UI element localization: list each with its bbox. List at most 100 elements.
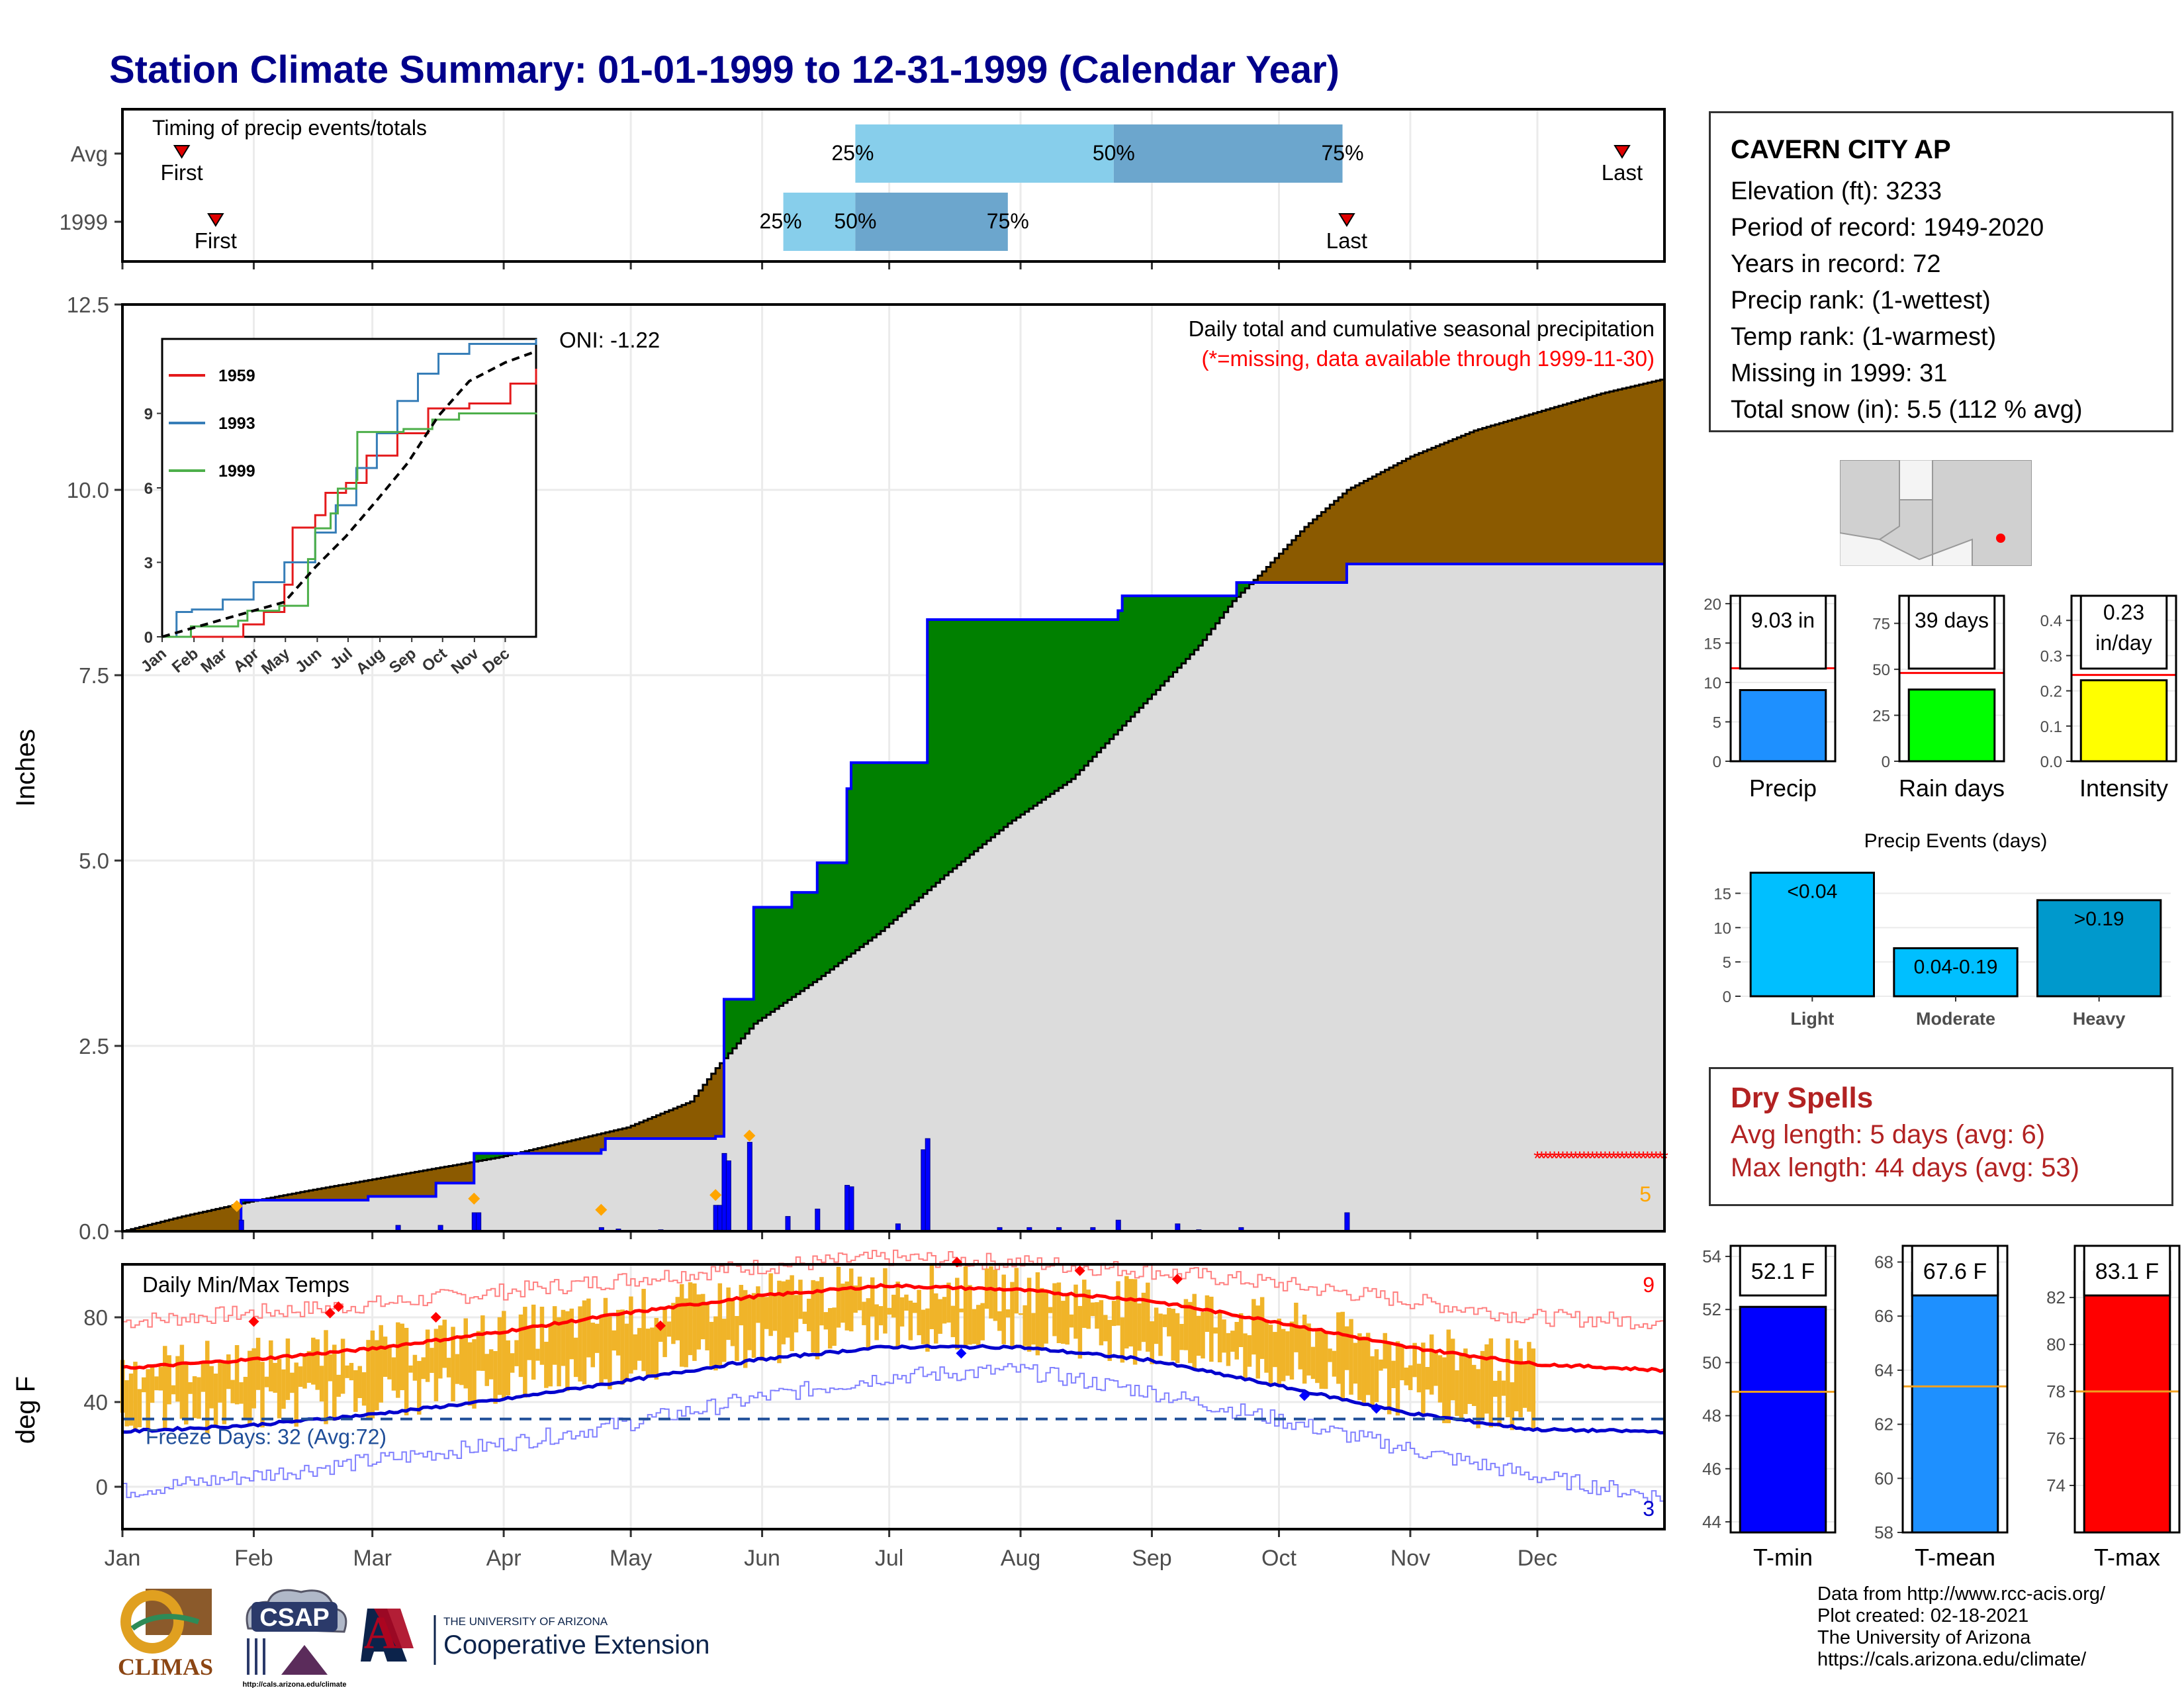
daily-temp-bar bbox=[1437, 1355, 1443, 1403]
daily-temp-bar bbox=[870, 1277, 875, 1317]
summary-panel-name: Rain days bbox=[1899, 774, 2005, 802]
x-tick-label: Feb bbox=[234, 1546, 273, 1571]
daily-temp-bar bbox=[285, 1338, 291, 1400]
daily-temp-bar bbox=[586, 1298, 591, 1358]
daily-temp-bar bbox=[1226, 1333, 1231, 1366]
missing-marker: * bbox=[1597, 1148, 1605, 1170]
daily-temp-bar bbox=[379, 1325, 383, 1403]
daily-temp-bar bbox=[726, 1287, 731, 1340]
credits: Data from http://www.rcc-acis.org/ Plot … bbox=[1817, 1583, 2105, 1671]
y-tick-label: 10 bbox=[1713, 919, 1731, 937]
daily-temp-bar bbox=[972, 1309, 977, 1344]
y-tick-label: 0.1 bbox=[2040, 718, 2062, 736]
summary-panel-name: T-min bbox=[1753, 1544, 1813, 1571]
y-tick-label: 20 bbox=[1704, 596, 1721, 614]
event-bar-label: <0.04 bbox=[1787, 880, 1837, 902]
daily-temp-bar bbox=[747, 1298, 752, 1350]
daily-temp-bar bbox=[1005, 1309, 1011, 1318]
daily-temp-bar bbox=[433, 1329, 439, 1401]
daily-temp-bar bbox=[590, 1323, 596, 1368]
temperature-summary-chart: 44 46 48 50 52 54 52.1 F T-min 58 60 62 64 66 68 67.6 … bbox=[1702, 1244, 2181, 1571]
daily-temp-bar bbox=[989, 1266, 993, 1319]
record-high-count: 9 bbox=[1643, 1273, 1655, 1297]
y-tick-label: 0.0 bbox=[79, 1219, 109, 1244]
daily-temp-bar bbox=[925, 1308, 930, 1352]
daily-temp-bar bbox=[1099, 1300, 1104, 1346]
precip-subtitle: (*=missing, data available through 1999-… bbox=[1201, 346, 1655, 371]
dry-spells-box: Dry Spells Avg length: 5 days (avg: 6) M… bbox=[1709, 1067, 2173, 1206]
daily-temp-bar bbox=[1387, 1341, 1392, 1415]
missing-marker: * bbox=[1648, 1148, 1656, 1170]
daily-temp-bar bbox=[866, 1298, 871, 1350]
timing-label-50: 50% bbox=[1093, 141, 1135, 165]
daily-temp-bar bbox=[721, 1319, 727, 1362]
event-bar-label: 0.04-0.19 bbox=[1914, 956, 1998, 978]
summary-label-box bbox=[1911, 1244, 1999, 1297]
inset-series-line bbox=[162, 369, 537, 638]
daily-temp-bar bbox=[1268, 1325, 1273, 1385]
daily-temp-bar bbox=[934, 1293, 938, 1344]
daily-temp-bar bbox=[1391, 1360, 1396, 1388]
y-tick-label: 0 bbox=[1713, 753, 1721, 771]
daily-temp-bar bbox=[1120, 1317, 1125, 1363]
daily-temp-bar bbox=[1234, 1321, 1239, 1360]
daily-temp-bar bbox=[671, 1303, 676, 1344]
y-tick-label: 5 bbox=[1723, 954, 1731, 972]
daily-temp-bar bbox=[248, 1350, 252, 1427]
inset-series-line bbox=[162, 339, 537, 638]
summary-bar-precip bbox=[1739, 689, 1827, 763]
summary-frame bbox=[1898, 594, 2005, 763]
daily-temp-bar bbox=[1463, 1348, 1468, 1415]
missing-marker: * bbox=[1635, 1148, 1643, 1170]
daily-temp-bar bbox=[324, 1330, 328, 1425]
daily-temp-bar bbox=[608, 1316, 612, 1389]
daily-temp-bar bbox=[1222, 1319, 1226, 1353]
daily-temp-bar bbox=[1179, 1324, 1184, 1350]
daily-temp-bar bbox=[201, 1362, 206, 1392]
daily-temp-bar bbox=[370, 1330, 375, 1419]
y-tick-label: 0 bbox=[96, 1475, 108, 1499]
daily-temp-bar bbox=[684, 1298, 688, 1368]
daily-temp-bar bbox=[1328, 1348, 1332, 1362]
daily-temp-bar bbox=[1306, 1323, 1311, 1376]
timing-bar-50-75 bbox=[855, 193, 1008, 251]
daily-temp-bar bbox=[197, 1377, 201, 1419]
daily-temp-bar bbox=[582, 1300, 587, 1385]
daily-temp-bar bbox=[1090, 1302, 1095, 1317]
record-high-marker bbox=[333, 1301, 344, 1312]
daily-temp-bar bbox=[908, 1300, 913, 1340]
x-tick-label: Jun bbox=[744, 1546, 780, 1571]
common-area bbox=[122, 561, 1664, 1231]
daily-temp-bar bbox=[1349, 1319, 1353, 1395]
daily-temp-bar bbox=[883, 1268, 887, 1334]
event-bar-label: >0.19 bbox=[2074, 908, 2124, 930]
daily-temp-bar bbox=[523, 1307, 527, 1398]
y-tick-label: 50 bbox=[1872, 661, 1890, 679]
timing-label-last: Last bbox=[1602, 160, 1643, 185]
dry-spells-avg: Avg length: 5 days (avg: 6) bbox=[1731, 1120, 2046, 1149]
svg-text:http://cals.arizona.edu/climat: http://cals.arizona.edu/climate bbox=[242, 1681, 346, 1688]
y-tick-label: 40 bbox=[83, 1390, 108, 1415]
timing-marker-last bbox=[1614, 145, 1631, 159]
daily-temp-bar bbox=[1459, 1354, 1464, 1420]
x-tick-label: May bbox=[610, 1546, 652, 1571]
info-line: Period of record: 1949-2020 bbox=[1731, 214, 2044, 242]
daily-temp-bar bbox=[1400, 1344, 1404, 1381]
y-tick-label: 0 bbox=[1723, 988, 1731, 1006]
daily-temp-bar bbox=[658, 1323, 663, 1342]
svg-text:Cooperative Extension: Cooperative Extension bbox=[443, 1630, 709, 1660]
daily-temp-bar bbox=[472, 1339, 477, 1409]
daily-temp-bar bbox=[463, 1318, 468, 1389]
daily-temp-bar bbox=[1171, 1309, 1175, 1361]
daily-temp-bar bbox=[832, 1307, 837, 1346]
credit-line: https://cals.arizona.edu/climate/ bbox=[1817, 1649, 2087, 1670]
daily-temp-bar bbox=[806, 1298, 811, 1332]
daily-temp-bar bbox=[963, 1266, 968, 1346]
credit-line: Data from http://www.rcc-acis.org/ bbox=[1817, 1583, 2106, 1605]
daily-temp-bar bbox=[1141, 1292, 1146, 1342]
inset-y-tick-label: 6 bbox=[144, 480, 153, 498]
daily-temp-bar bbox=[938, 1299, 942, 1334]
daily-temp-bar bbox=[878, 1306, 884, 1326]
snow-count-label: 5 bbox=[1639, 1182, 1651, 1206]
daily-temp-bar bbox=[904, 1294, 909, 1311]
